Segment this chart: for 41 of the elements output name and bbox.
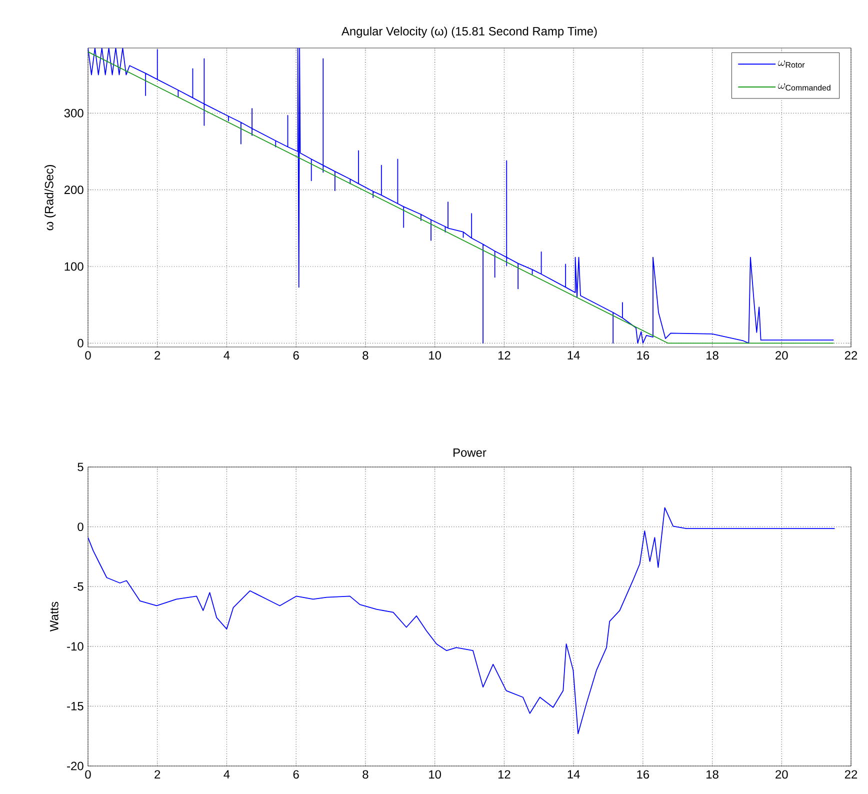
x-tick-label: 12	[498, 770, 510, 779]
y-tick-label: -5	[74, 582, 84, 591]
x-tick-label: 14	[568, 351, 580, 360]
x-tick-label: 0	[85, 770, 91, 779]
y-tick-label: -20	[67, 762, 84, 770]
x-tick-label: 22	[844, 770, 858, 779]
y-axis-title: ω (Rad/Sec)	[44, 165, 56, 230]
legend-label: $\omega_{\mathrm{Rotor}}$	[778, 60, 805, 68]
y-tick-label: -10	[67, 642, 84, 651]
x-tick-label: 18	[706, 770, 718, 779]
x-tick-label: 14	[568, 770, 580, 778]
x-tick-label: 22	[844, 351, 858, 360]
x-tick-label: 10	[429, 351, 442, 360]
x-tick-label: 8	[362, 770, 368, 779]
y-tick-label: 100	[64, 262, 84, 271]
y-tick-label: 0	[78, 522, 84, 532]
x-tick-label: 8	[362, 351, 368, 360]
y-tick-label: 300	[64, 108, 84, 118]
x-tick-label: 16	[637, 770, 650, 779]
x-tick-label: 12	[498, 351, 510, 360]
x-tick-label: 2	[154, 770, 160, 779]
x-tick-label: 18	[706, 351, 718, 360]
y-tick-label: -15	[67, 702, 84, 710]
x-tick-label: 20	[776, 770, 788, 779]
x-tick-label: 6	[293, 770, 299, 779]
y-axis-title: Watts	[50, 602, 58, 632]
x-tick-label: 16	[637, 351, 650, 360]
legend-label: $\omega_{\mathrm{Commanded}}$	[778, 83, 830, 91]
x-tick-label: 0	[85, 351, 91, 360]
y-tick-label: 200	[64, 186, 84, 194]
x-tick-label: 10	[429, 770, 442, 779]
x-tick-label: 4	[224, 351, 230, 360]
x-tick-label: 4	[224, 770, 230, 778]
y-tick-label: 0	[78, 338, 84, 348]
x-tick-label: 2	[154, 351, 160, 360]
chart-title: Angular Velocity (ω) (15.81 Second Ramp Time)	[341, 26, 597, 38]
x-tick-label: 6	[293, 351, 299, 360]
line-series	[88, 507, 836, 734]
chart-title: Power	[454, 448, 486, 457]
x-tick-label: 20	[776, 351, 788, 360]
y-tick-label: 5	[78, 462, 84, 472]
